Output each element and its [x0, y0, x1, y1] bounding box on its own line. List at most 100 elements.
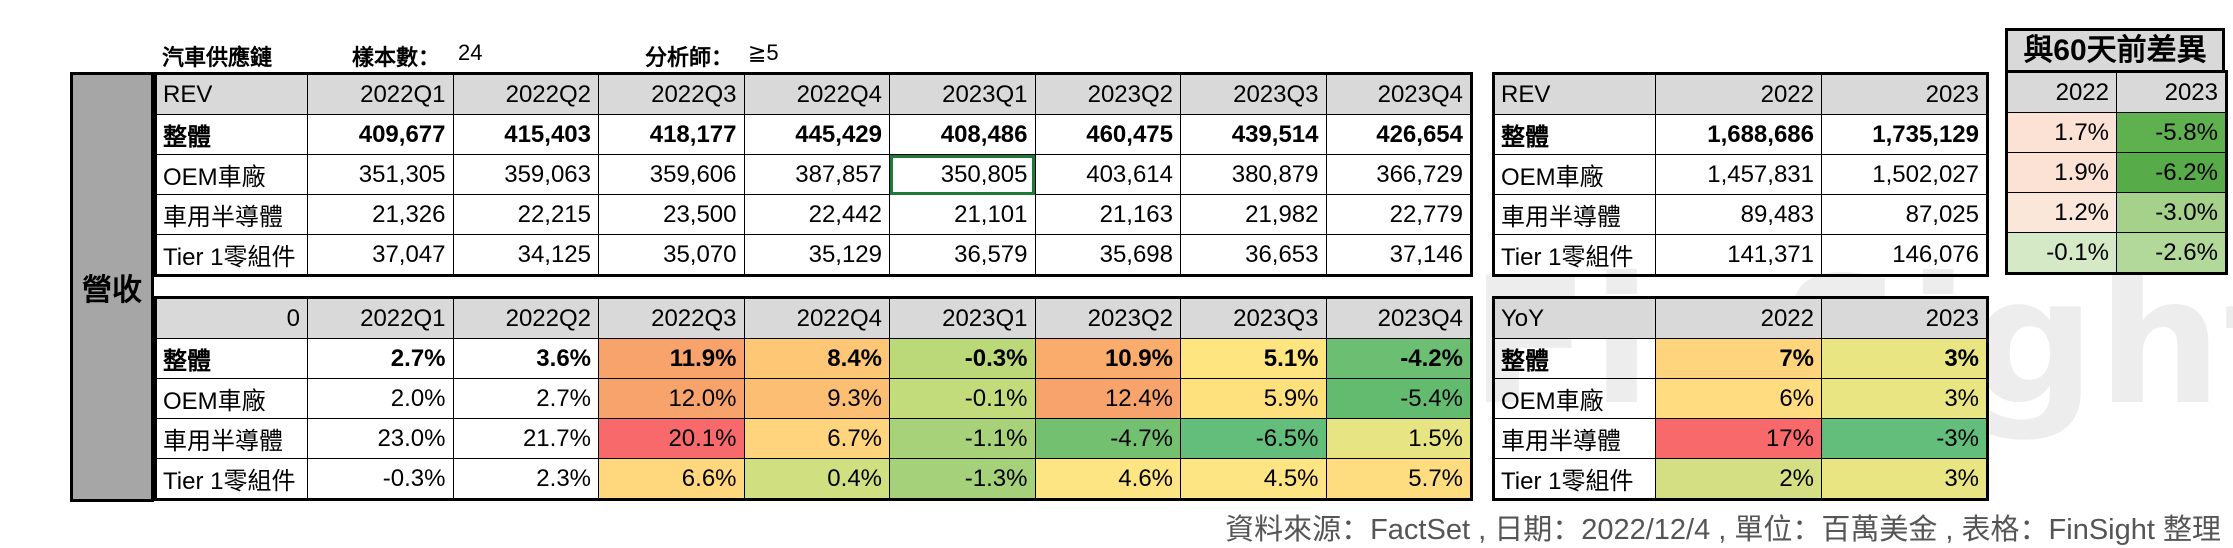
cell[interactable]: 380,879	[1180, 154, 1327, 195]
cell[interactable]: 1,735,129	[1821, 114, 1988, 155]
row-label: 整體	[155, 114, 308, 155]
cell[interactable]: 87,025	[1821, 194, 1988, 235]
cell[interactable]: 21,163	[1034, 194, 1181, 235]
cell[interactable]: 4.5%	[1180, 458, 1327, 500]
cell[interactable]: -3%	[1821, 418, 1988, 459]
cell[interactable]: 6.7%	[743, 418, 890, 459]
cell[interactable]: -3.0%	[2116, 192, 2227, 233]
cell[interactable]: 11.9%	[598, 338, 745, 379]
diff-period: 2023	[2116, 71, 2227, 113]
cell[interactable]: 403,614	[1034, 154, 1181, 195]
rev-q-period: 2023Q2	[1034, 73, 1181, 115]
cell[interactable]: 351,305	[307, 154, 454, 195]
cell[interactable]: 460,475	[1034, 114, 1181, 155]
cell[interactable]: 3%	[1821, 338, 1988, 379]
cell[interactable]: 146,076	[1821, 234, 1988, 276]
cell[interactable]: 6.6%	[598, 458, 745, 500]
cell[interactable]: 5.9%	[1180, 378, 1327, 419]
cell[interactable]: 1.5%	[1325, 418, 1472, 459]
cell[interactable]: 359,063	[452, 154, 599, 195]
cell[interactable]: 0.4%	[743, 458, 890, 500]
cell[interactable]: 37,146	[1325, 234, 1472, 276]
table-row: OEM車廠 1,457,831 1,502,027	[1493, 154, 1988, 195]
cell[interactable]: 22,215	[452, 194, 599, 235]
cell[interactable]: 34,125	[452, 234, 599, 276]
rev-q-period: 2023Q1	[889, 73, 1036, 115]
cell[interactable]: 426,654	[1325, 114, 1472, 155]
cell[interactable]: 2.7%	[307, 338, 454, 379]
row-label: Tier 1零組件	[1493, 234, 1656, 276]
cell[interactable]: 2%	[1655, 458, 1822, 500]
cell[interactable]: 3%	[1821, 458, 1988, 500]
cell[interactable]: -5.8%	[2116, 112, 2227, 153]
cell[interactable]: 10.9%	[1034, 338, 1181, 379]
cell[interactable]: -0.1%	[889, 378, 1036, 419]
cell[interactable]: 9.3%	[743, 378, 890, 419]
cell[interactable]: -0.3%	[889, 338, 1036, 379]
cell[interactable]: -4.2%	[1325, 338, 1472, 379]
cell[interactable]: 23,500	[598, 194, 745, 235]
cell[interactable]: 21,101	[889, 194, 1036, 235]
cell[interactable]: -0.1%	[2006, 232, 2117, 274]
cell[interactable]: 366,729	[1325, 154, 1472, 195]
cell[interactable]: 21.7%	[452, 418, 599, 459]
cell[interactable]: 141,371	[1655, 234, 1822, 276]
cell[interactable]: 35,698	[1034, 234, 1181, 276]
row-label: 整體	[1493, 338, 1656, 379]
cell[interactable]: 8.4%	[743, 338, 890, 379]
cell[interactable]: 20.1%	[598, 418, 745, 459]
cell[interactable]: 445,429	[743, 114, 890, 155]
cell[interactable]: 2.7%	[452, 378, 599, 419]
cell[interactable]: 1,502,027	[1821, 154, 1988, 195]
cell[interactable]: -0.3%	[307, 458, 454, 500]
cell[interactable]: 439,514	[1180, 114, 1327, 155]
cell[interactable]: 21,982	[1180, 194, 1327, 235]
row-label: Tier 1零組件	[155, 458, 308, 500]
growth-q-period: 2023Q1	[889, 297, 1036, 339]
cell[interactable]: 5.1%	[1180, 338, 1327, 379]
cell[interactable]: 36,579	[889, 234, 1036, 276]
cell[interactable]: 7%	[1655, 338, 1822, 379]
selected-cell[interactable]: 350,805	[889, 154, 1036, 195]
cell[interactable]: 36,653	[1180, 234, 1327, 276]
cell[interactable]: -2.6%	[2116, 232, 2227, 274]
cell[interactable]: -6.5%	[1180, 418, 1327, 459]
cell[interactable]: 22,442	[743, 194, 890, 235]
cell[interactable]: -5.4%	[1325, 378, 1472, 419]
cell[interactable]: 12.0%	[598, 378, 745, 419]
cell[interactable]: 3.6%	[452, 338, 599, 379]
cell[interactable]: -1.1%	[889, 418, 1036, 459]
cell[interactable]: 1.9%	[2006, 152, 2117, 193]
cell[interactable]: 5.7%	[1325, 458, 1472, 500]
cell[interactable]: 3%	[1821, 378, 1988, 419]
cell[interactable]: -1.3%	[889, 458, 1036, 500]
cell[interactable]: 12.4%	[1034, 378, 1181, 419]
cell[interactable]: 35,129	[743, 234, 890, 276]
cell[interactable]: 4.6%	[1034, 458, 1181, 500]
cell[interactable]: 23.0%	[307, 418, 454, 459]
cell[interactable]: 2.3%	[452, 458, 599, 500]
cell[interactable]: 1.2%	[2006, 192, 2117, 233]
cell[interactable]: 22,779	[1325, 194, 1472, 235]
rev-a-corner: REV	[1493, 73, 1656, 115]
cell[interactable]: 35,070	[598, 234, 745, 276]
cell[interactable]: 21,326	[307, 194, 454, 235]
table-row: Tier 1零組件 37,047 34,125 35,070 35,129 36…	[155, 234, 1472, 276]
cell[interactable]: 1,457,831	[1655, 154, 1822, 195]
cell[interactable]: -4.7%	[1034, 418, 1181, 459]
cell[interactable]: 17%	[1655, 418, 1822, 459]
cell[interactable]: 418,177	[598, 114, 745, 155]
cell[interactable]: 1.7%	[2006, 112, 2117, 153]
cell[interactable]: 37,047	[307, 234, 454, 276]
cell[interactable]: 409,677	[307, 114, 454, 155]
cell[interactable]: 359,606	[598, 154, 745, 195]
cell[interactable]: 6%	[1655, 378, 1822, 419]
cell[interactable]: 2.0%	[307, 378, 454, 419]
cell[interactable]: 387,857	[743, 154, 890, 195]
cell[interactable]: 415,403	[452, 114, 599, 155]
cell[interactable]: 1,688,686	[1655, 114, 1822, 155]
cell[interactable]: 89,483	[1655, 194, 1822, 235]
rev-annual-table: REV 2022 2023 整體 1,688,686 1,735,129 OEM…	[1492, 72, 1989, 277]
cell[interactable]: -6.2%	[2116, 152, 2227, 193]
cell[interactable]: 408,486	[889, 114, 1036, 155]
